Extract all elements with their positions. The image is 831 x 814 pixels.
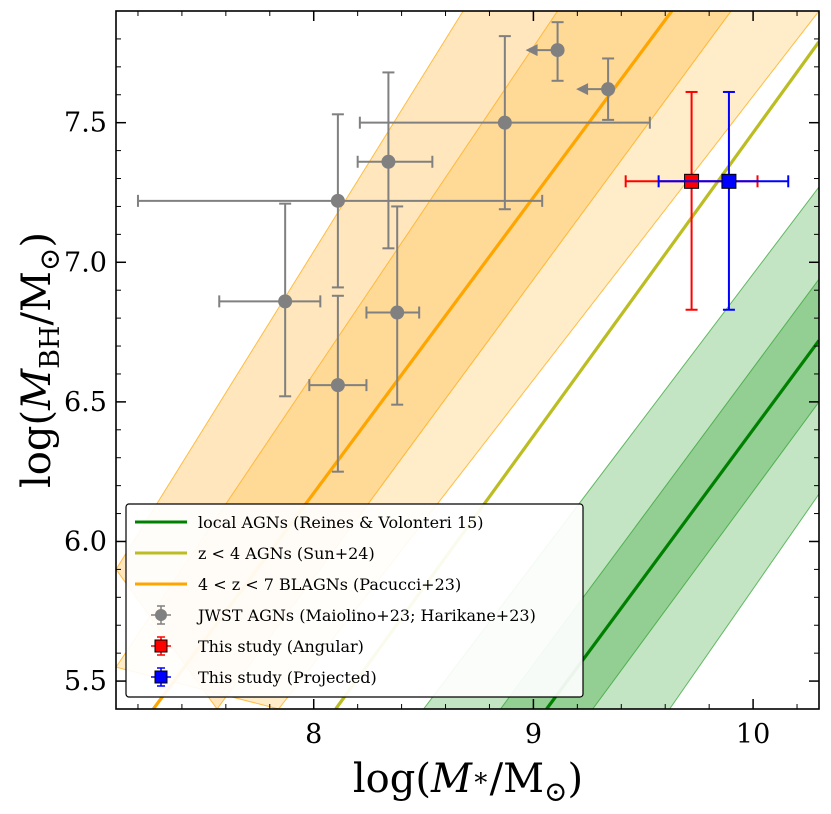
legend-entry-2: 4 < z < 7 BLAGNs (Pacucci+23) (135, 575, 461, 594)
data-point-0-7 (576, 57, 616, 121)
legend-entry-1: z < 4 AGNs (Sun+24) (135, 544, 375, 563)
data-point-0-6 (525, 21, 565, 82)
relation-line-0 (545, 339, 819, 709)
y-tick-label: 5.5 (64, 666, 107, 697)
marker-circle (381, 154, 396, 169)
data-points (136, 21, 790, 473)
data-point-0-5 (358, 35, 651, 211)
legend-label: This study (Angular) (198, 637, 364, 656)
upper-limit-arrowhead (576, 83, 589, 96)
marker-circle (601, 82, 616, 97)
legend-box (125, 503, 584, 698)
marker-circle (497, 115, 512, 130)
marker-circle (278, 294, 293, 309)
legend-marker-square (154, 670, 168, 684)
legend-entry-5: This study (Projected) (151, 667, 377, 687)
x-tick-label: 8 (305, 719, 322, 750)
legend: local AGNs (Reines & Volonteri 15) z < 4 … (125, 503, 584, 698)
marker-circle (550, 43, 565, 58)
data-point-0-3 (356, 71, 434, 250)
legend-label: 4 < z < 7 BLAGNs (Pacucci+23) (198, 575, 461, 594)
legend-entry-0: local AGNs (Reines & Volonteri 15) (135, 513, 483, 532)
y-tick-label: 7.0 (64, 247, 107, 278)
data-point-0-2 (136, 113, 544, 289)
upper-limit-arrowhead (525, 44, 538, 57)
legend-label: z < 4 AGNs (Sun+24) (198, 544, 375, 563)
legend-marker-square (154, 639, 168, 653)
legend-entry-4: This study (Angular) (151, 636, 364, 656)
y-tick-label: 7.5 (64, 108, 107, 139)
legend-label: local AGNs (Reines & Volonteri 15) (198, 513, 483, 532)
legend-label: This study (Projected) (198, 668, 377, 687)
plot-frame (115, 10, 820, 710)
legend-label: JWST AGNs (Maiolino+23; Harikane+23) (196, 606, 536, 625)
y-tick-label: 6.0 (64, 526, 107, 557)
marker-circle (330, 193, 345, 208)
marker-circle (390, 305, 405, 320)
y-axis-label: log(MBH/M⊙) (14, 232, 66, 488)
data-point-2-0 (657, 90, 790, 311)
x-tick-label: 10 (736, 719, 770, 750)
y-tick-label: 6.5 (64, 387, 107, 418)
x-axis-label: log(M∗/M⊙) (353, 756, 583, 808)
data-point-0-4 (365, 205, 421, 406)
marker-square (721, 173, 737, 189)
x-tick-label: 9 (525, 719, 542, 750)
data-point-0-0 (218, 202, 322, 398)
axis-ticks: 8 9 10 5.5 6.0 6.5 7.0 7.5 (64, 10, 819, 750)
band-inner-0 (499, 278, 819, 709)
data-point-0-1 (308, 294, 368, 473)
legend-marker-circle (155, 609, 167, 621)
legend-entry-3: JWST AGNs (Maiolino+23; Harikane+23) (151, 605, 536, 625)
marker-circle (330, 378, 345, 393)
